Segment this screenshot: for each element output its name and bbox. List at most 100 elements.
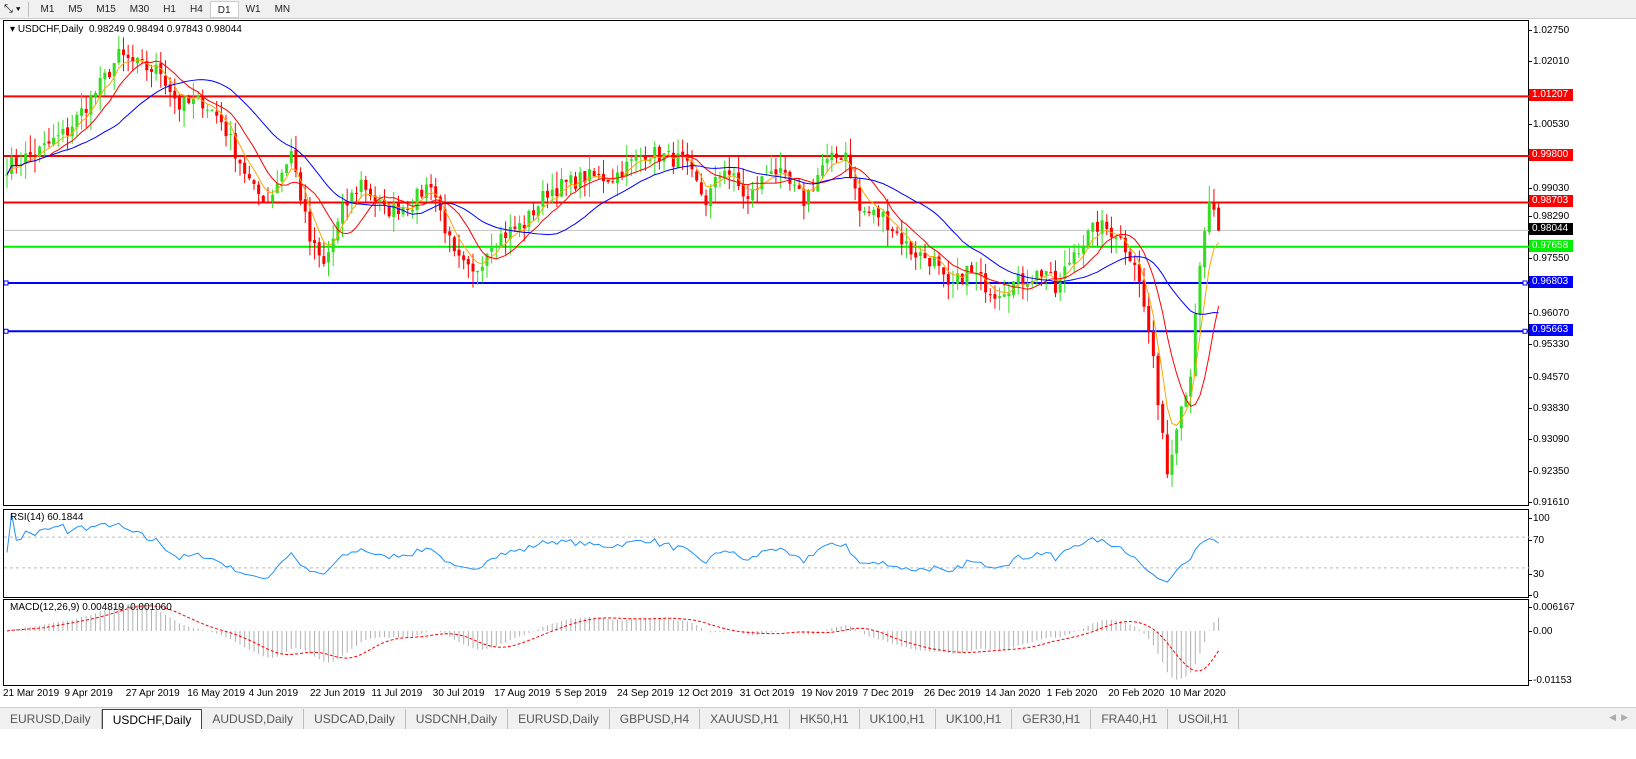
- candle-body: [289, 151, 293, 164]
- candle-body: [504, 232, 508, 239]
- candle-body: [266, 201, 270, 203]
- rsi-tick-label: 100: [1529, 513, 1550, 524]
- candle: [718, 171, 722, 188]
- price-chart[interactable]: ▾ USDCHF,Daily 0.98249 0.98494 0.97843 0…: [3, 20, 1530, 506]
- candle-body: [1016, 273, 1020, 284]
- candle-body: [308, 211, 312, 242]
- candle-body: [229, 133, 233, 135]
- candle: [494, 243, 498, 259]
- candle: [1035, 269, 1039, 286]
- candle: [462, 251, 466, 270]
- chart-tab[interactable]: UK100,H1: [860, 709, 936, 729]
- timeframe-mn[interactable]: MN: [274, 3, 291, 15]
- candle: [108, 68, 112, 79]
- candle: [970, 261, 974, 273]
- candle: [862, 206, 866, 216]
- timeframe-m1[interactable]: M1: [40, 3, 55, 15]
- candle-body: [1207, 201, 1211, 233]
- candle: [942, 267, 946, 288]
- candle: [737, 156, 741, 191]
- chart-tab[interactable]: USDCHF,Daily: [101, 709, 203, 729]
- candle-body: [932, 256, 936, 267]
- candle-body: [233, 133, 237, 159]
- candle: [965, 265, 969, 296]
- candle: [876, 205, 880, 227]
- candle-body: [145, 61, 149, 71]
- candle-body: [746, 196, 750, 199]
- date-tick-label: 31 Oct 2019: [739, 688, 795, 699]
- chart-tab[interactable]: USDCAD,Daily: [304, 709, 406, 729]
- timeframe-h1[interactable]: H1: [163, 3, 176, 15]
- candle: [923, 243, 927, 259]
- price-tick-label: 0.98290: [1528, 211, 1570, 223]
- chart-tab[interactable]: XAUUSD,H1: [700, 709, 790, 729]
- tab-scroll-arrows[interactable]: ◀ ▶: [1609, 712, 1628, 722]
- chart-tab[interactable]: FRA40,H1: [1091, 709, 1169, 729]
- candle-body: [317, 242, 321, 256]
- candle-body: [1081, 245, 1085, 254]
- rsi-pane[interactable]: RSI(14) 60.1844: [3, 509, 1530, 598]
- timeframe-m15[interactable]: M15: [96, 3, 116, 15]
- candle: [946, 260, 950, 300]
- candle-body: [1105, 221, 1109, 229]
- candle-body: [960, 273, 964, 284]
- candle-body: [909, 241, 913, 255]
- macd-pane[interactable]: MACD(12,26,9) 0.004819 -0.001060: [3, 599, 1529, 686]
- candle: [70, 115, 74, 144]
- candle-body: [247, 174, 251, 179]
- timeframe-d1[interactable]: D1: [209, 0, 239, 18]
- candle: [392, 192, 396, 232]
- candle: [872, 207, 876, 224]
- chart-tab[interactable]: GER30,H1: [1012, 709, 1092, 729]
- timeframe-toolbar: ⤡ ▾ M1 M5 M15 M30 H1 H4 D1 W1 MN: [0, 0, 1636, 19]
- candle: [816, 168, 820, 193]
- candle: [1133, 255, 1137, 281]
- candle: [709, 184, 713, 219]
- chart-tab[interactable]: EURUSD,Daily: [0, 709, 102, 729]
- candle-body: [900, 233, 904, 245]
- candle-body: [741, 184, 745, 197]
- timeframe-h4[interactable]: H4: [190, 3, 203, 15]
- chart-tab[interactable]: USDCNH,Daily: [406, 709, 509, 729]
- candle-body: [476, 270, 480, 273]
- candle-body: [1133, 262, 1137, 265]
- candle-body: [1026, 283, 1030, 287]
- candle-body: [1193, 314, 1197, 377]
- chart-tab[interactable]: USOil,H1: [1168, 709, 1240, 729]
- candle-body: [373, 195, 377, 202]
- candle-body: [1184, 395, 1188, 407]
- candle-body: [47, 141, 51, 144]
- candle-body: [313, 240, 317, 244]
- chart-tab[interactable]: AUDUSD,Daily: [202, 709, 305, 729]
- drawing-tools-icon[interactable]: ⤡ ▾: [4, 2, 21, 15]
- candle-body: [1198, 265, 1202, 315]
- candle: [285, 163, 289, 176]
- candle-body: [1086, 230, 1090, 247]
- candle-body: [131, 57, 135, 62]
- candle: [788, 170, 792, 191]
- candle: [634, 149, 638, 173]
- chart-tab[interactable]: UK100,H1: [936, 709, 1013, 729]
- price-tick-label: 1.02010: [1528, 56, 1570, 68]
- candle-body: [606, 179, 610, 182]
- timeframe-m5[interactable]: M5: [68, 3, 83, 15]
- candle-body: [914, 252, 918, 258]
- chart-tab[interactable]: GBPUSD,H4: [610, 709, 701, 729]
- timeframe-w1[interactable]: W1: [245, 3, 261, 15]
- timeframe-m30[interactable]: M30: [129, 3, 150, 15]
- candle-body: [839, 158, 843, 160]
- candle: [821, 153, 824, 179]
- candle: [974, 261, 978, 291]
- candle-body: [653, 146, 657, 159]
- candle-body: [788, 171, 792, 184]
- candle-body: [303, 199, 307, 212]
- candle-body: [732, 173, 736, 176]
- macd-label: MACD(12,26,9) 0.004819 -0.001060: [10, 602, 172, 613]
- chart-tab[interactable]: EURUSD,Daily: [508, 709, 610, 729]
- candle-body: [345, 203, 349, 206]
- chart-tab[interactable]: HK50,H1: [790, 709, 860, 729]
- candle-body: [392, 202, 396, 217]
- candle-body: [704, 195, 708, 206]
- candle: [844, 142, 848, 173]
- candle-body: [671, 152, 675, 167]
